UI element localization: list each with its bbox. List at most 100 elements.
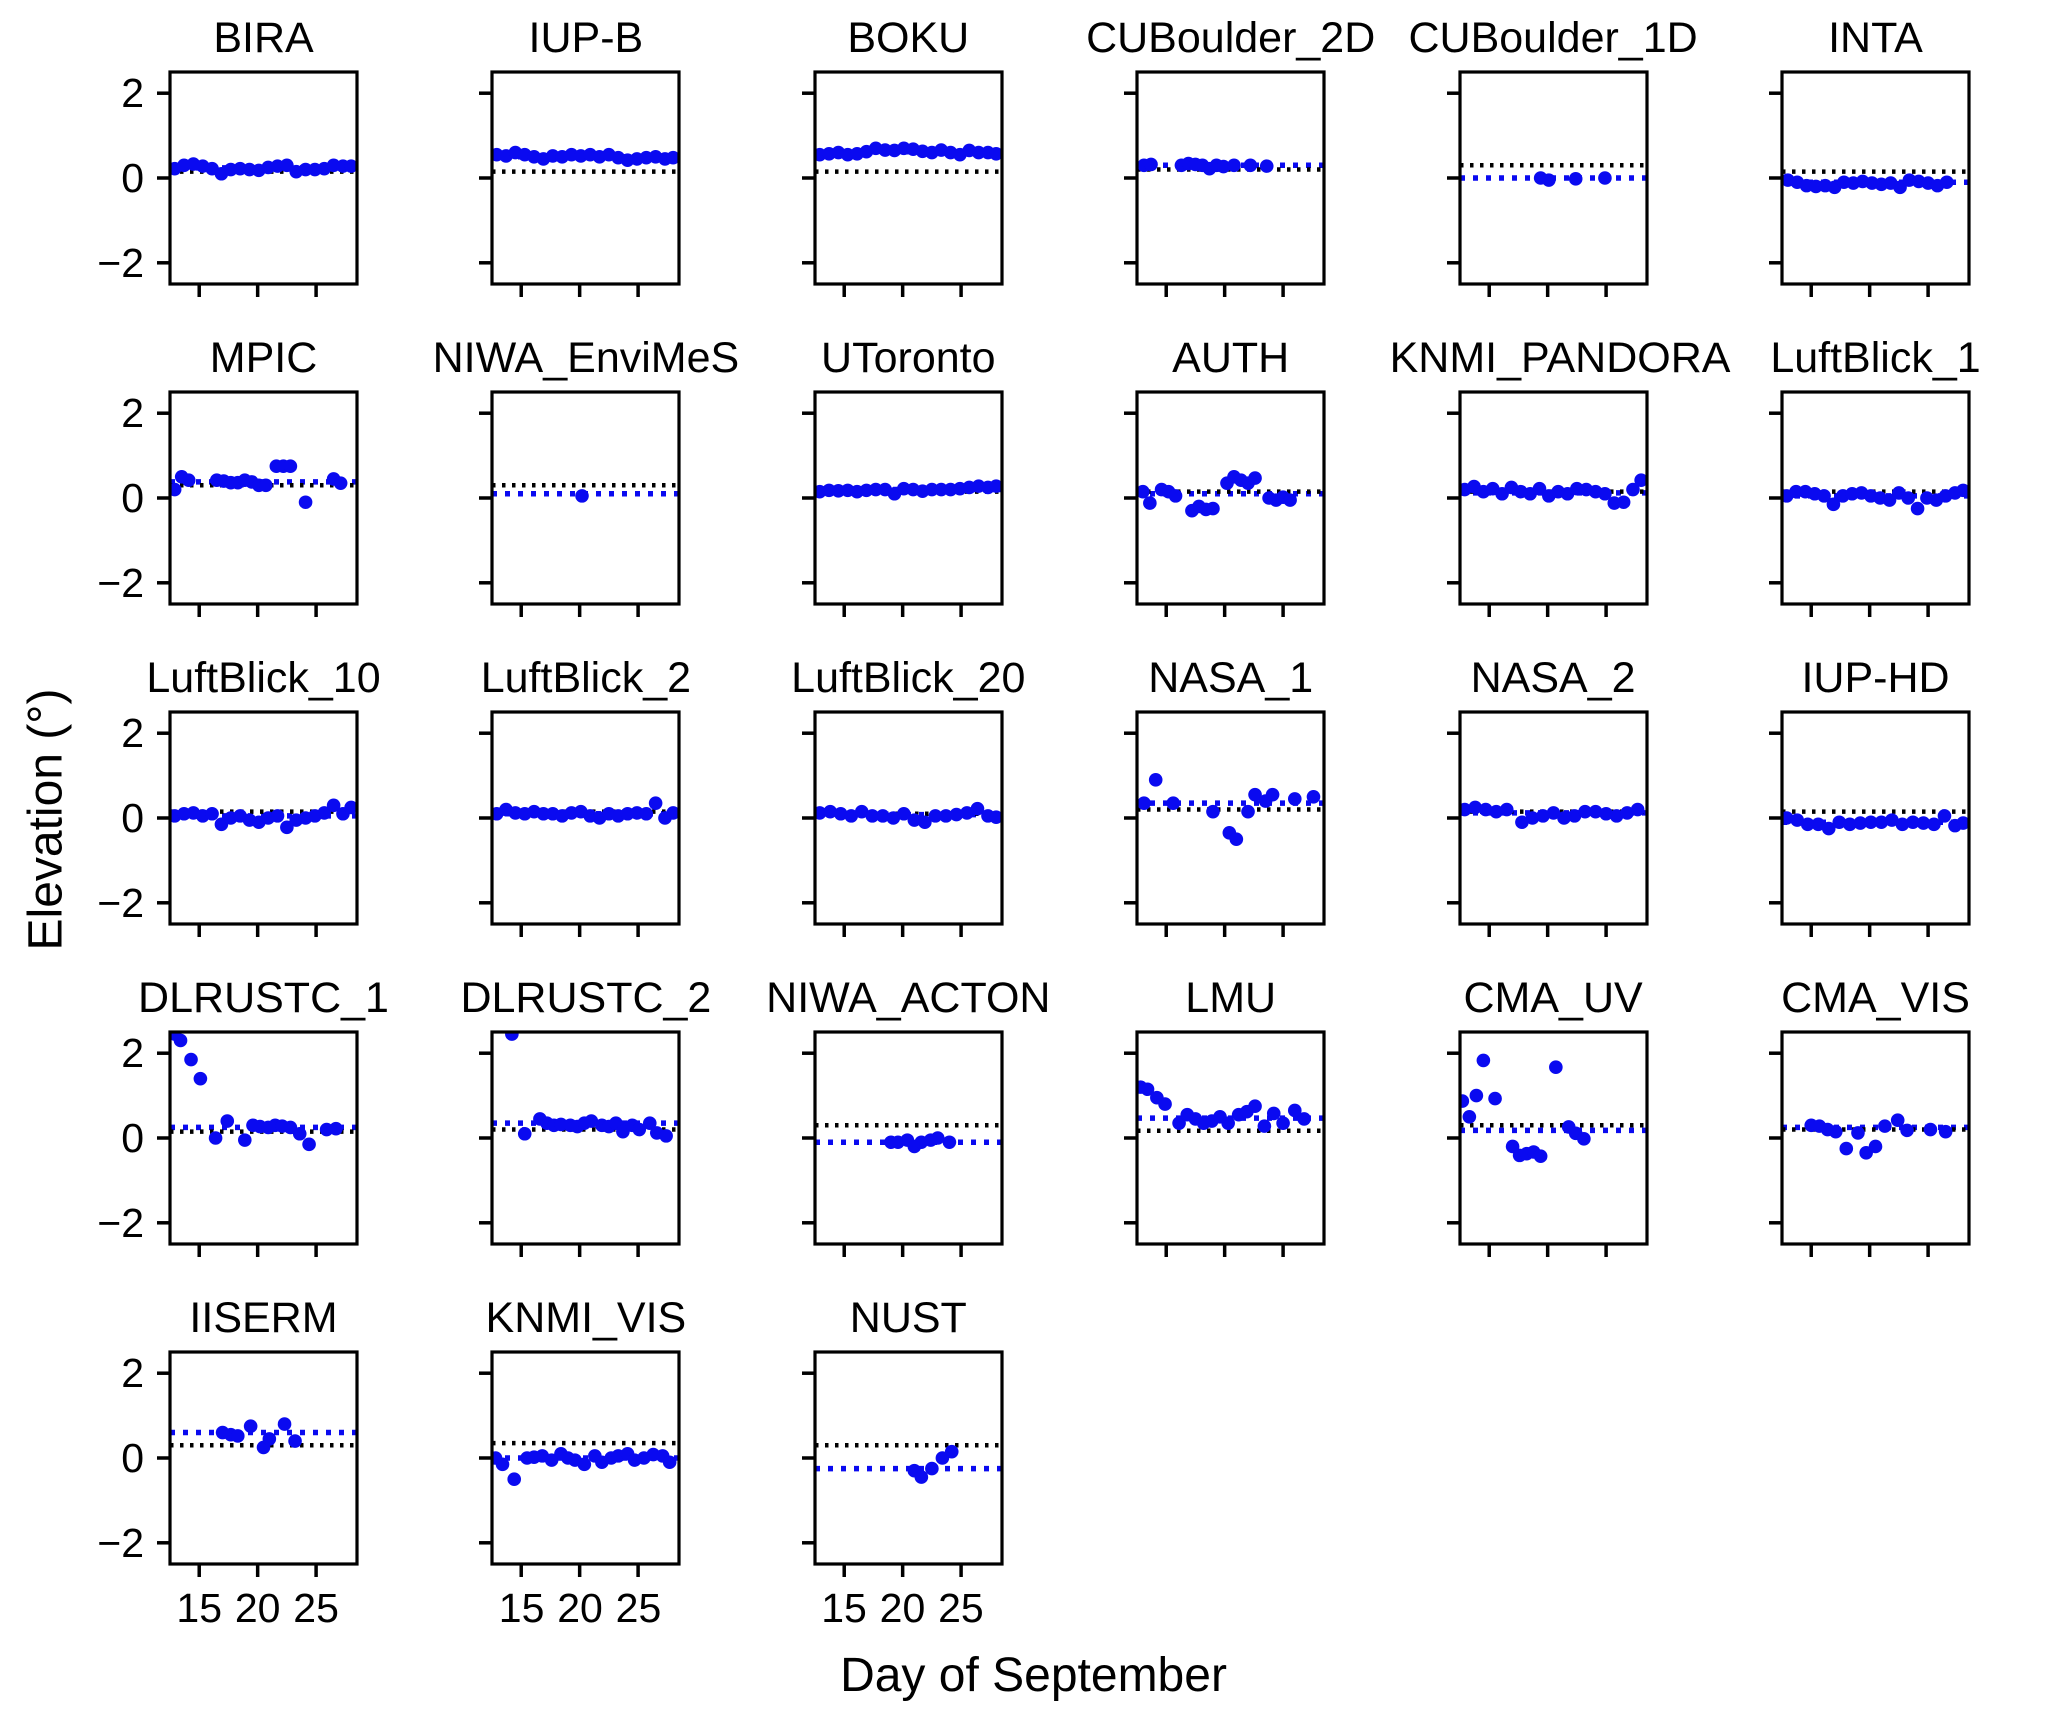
panel-plot-CMA_VIS: [1769, 1030, 1971, 1257]
scatter-points: [1459, 800, 1645, 830]
scatter-points: [170, 157, 357, 181]
panel-title-BOKU: BOKU: [847, 14, 970, 62]
panel-plot-UToronto: [801, 390, 1004, 617]
panel-title-MPIC: MPIC: [209, 334, 318, 382]
scatter-points: [814, 479, 1002, 501]
panel-CUBoulder_1D: [1436, 48, 1671, 308]
xtick-label: 20: [234, 1585, 281, 1631]
scatter-points: [1137, 470, 1298, 518]
panel-plot-INTA: [1769, 70, 1971, 297]
panel-plot-LuftBlick_10: [157, 710, 359, 937]
data-area: [1459, 800, 1647, 830]
scatter-points: [1782, 483, 1969, 516]
ytick-label: 0: [121, 155, 144, 201]
data-area: [492, 145, 680, 174]
ytick-label: 2: [121, 1350, 144, 1397]
panel-title-INTA: INTA: [1828, 14, 1923, 62]
xtick-label: 15: [821, 1585, 867, 1631]
panel-LuftBlick_2: [468, 688, 703, 948]
panel-plot-NIWA_ACTON: [801, 1030, 1004, 1257]
panel-title-DLRUSTC_1: DLRUSTC_1: [138, 974, 389, 1022]
data-area: [492, 1032, 680, 1143]
panel-IUP-B: [468, 48, 703, 308]
panel-NIWA_EnviMeS: [468, 368, 703, 628]
panel-title-IUP-B: IUP-B: [528, 14, 644, 62]
xtick-label: 25: [938, 1585, 984, 1631]
data-area: [814, 141, 1002, 174]
panel-IUP-HD: [1758, 688, 1993, 948]
data-area: [170, 459, 357, 510]
scatter-points: [1533, 171, 1612, 187]
data-area: [170, 157, 357, 181]
xtick-label: 20: [557, 1585, 603, 1631]
scatter-points: [505, 1032, 674, 1143]
panel-title-LuftBlick_2: LuftBlick_2: [480, 654, 692, 702]
panel-UToronto: [791, 368, 1026, 628]
panel-plot-LuftBlick_20: [801, 710, 1004, 937]
panel-plot-CUBoulder_2D: [1124, 70, 1326, 297]
xtick-label: 20: [879, 1585, 926, 1631]
data-area: [492, 483, 680, 503]
panel-plot-KNMI_PANDORA: [1446, 390, 1649, 617]
xtick-label: 15: [498, 1585, 545, 1631]
x-axis-label: Day of September: [840, 1649, 1227, 1702]
scatter-points: [1137, 773, 1321, 846]
panel-DLRUSTC_1: [146, 1008, 381, 1268]
panel-CMA_UV: [1436, 1008, 1671, 1268]
panel-title-LuftBlick_20: LuftBlick_20: [791, 654, 1026, 702]
panel-plot-DLRUSTC_1: [157, 1030, 359, 1257]
panel-plot-LMU: [1124, 1030, 1326, 1257]
panel-AUTH: [1113, 368, 1348, 628]
panel-title-CMA_VIS: CMA_VIS: [1781, 974, 1970, 1022]
panel-LuftBlick_10: [146, 688, 381, 948]
xtick-label: 25: [615, 1585, 662, 1631]
ytick-label: −2: [97, 879, 144, 926]
ytick-label: 2: [121, 1030, 144, 1077]
panel-MPIC: [146, 368, 381, 628]
panel-plot-IUP-HD: [1769, 710, 1971, 937]
data-area: [1137, 156, 1325, 176]
panel-plot-NUST: [801, 1350, 1004, 1577]
scatter-points: [170, 1032, 343, 1152]
panel-plot-DLRUSTC_2: [479, 1030, 681, 1257]
scatter-points: [907, 1444, 959, 1484]
panel-plot-LuftBlick_1: [1769, 390, 1971, 617]
panel-plot-LuftBlick_2: [479, 710, 681, 937]
panel-title-NIWA_ACTON: NIWA_ACTON: [766, 974, 1051, 1022]
ytick-label: 0: [121, 795, 144, 841]
panel-title-NASA_2: NASA_2: [1470, 654, 1636, 702]
ytick-label: 2: [121, 70, 144, 117]
panel-title-CMA_UV: CMA_UV: [1463, 974, 1643, 1022]
panel-title-AUTH: AUTH: [1172, 334, 1290, 382]
xtick-label: 15: [176, 1585, 223, 1631]
data-area: [1459, 1053, 1647, 1164]
panel-title-IISERM: IISERM: [189, 1294, 338, 1342]
panel-LuftBlick_20: [791, 688, 1026, 948]
panel-BOKU: [791, 48, 1026, 308]
panel-CMA_VIS: [1758, 1008, 1993, 1268]
scatter-points: [1782, 173, 1954, 195]
panel-title-BIRA: BIRA: [213, 14, 314, 62]
scatter-points: [814, 801, 1002, 830]
data-area: [1782, 1113, 1969, 1160]
data-area: [492, 796, 680, 825]
scatter-points: [575, 489, 590, 503]
panel-plot-BOKU: [801, 70, 1004, 297]
data-area: [170, 1417, 357, 1455]
scatter-points: [1459, 1053, 1591, 1164]
scatter-points: [1137, 156, 1274, 176]
panel-title-NUST: NUST: [849, 1294, 967, 1342]
panel-plot-CMA_UV: [1446, 1030, 1649, 1257]
scatter-points: [814, 141, 1002, 162]
panel-title-KNMI_VIS: KNMI_VIS: [485, 1294, 687, 1342]
panel-NASA_2: [1436, 688, 1671, 948]
data-area: [814, 479, 1002, 501]
data-area: [1782, 809, 1969, 836]
data-area: [814, 1123, 1002, 1154]
data-area: [1459, 473, 1647, 510]
data-area: [170, 1032, 357, 1152]
panel-KNMI_VIS: [468, 1328, 703, 1588]
panel-plot-KNMI_VIS: [479, 1350, 681, 1577]
panel-plot-IISERM: [157, 1350, 359, 1577]
panel-CUBoulder_2D: [1113, 48, 1348, 308]
